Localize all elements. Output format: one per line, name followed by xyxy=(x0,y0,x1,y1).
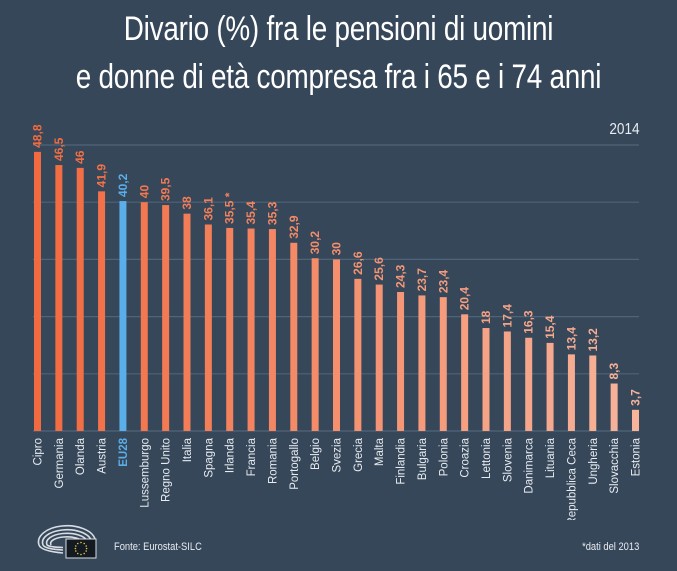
bar-finlandia xyxy=(397,292,405,431)
category-label: Danimarca xyxy=(524,437,536,493)
bar-estonia xyxy=(632,409,639,431)
category-label: Spagna xyxy=(203,437,215,477)
bar-danimarca xyxy=(525,337,533,431)
bar-slovacchia xyxy=(610,383,618,431)
data-label: 35,3 xyxy=(265,201,279,225)
data-label: 46,5 xyxy=(52,137,66,161)
category-label: Portogallo xyxy=(289,438,301,490)
data-label: 24,3 xyxy=(394,264,408,288)
bar-bulgaria xyxy=(418,295,426,431)
eu-stars-icon xyxy=(74,541,88,556)
category-label: Lussemburgo xyxy=(139,438,151,508)
data-label: 30,2 xyxy=(308,231,322,255)
bar-irlanda xyxy=(226,227,234,431)
data-label: 16,3 xyxy=(522,310,536,334)
category-label: Austria xyxy=(97,437,109,473)
data-label: 38 xyxy=(180,196,194,210)
data-label: 26,6 xyxy=(351,251,365,275)
data-label: 13,2 xyxy=(586,328,600,352)
data-label: 25,6 xyxy=(372,257,386,281)
data-label: 13,4 xyxy=(564,327,578,351)
data-label: 35,5 * xyxy=(223,192,237,224)
bar-slovenia xyxy=(503,331,511,431)
category-label: Belgio xyxy=(310,438,322,470)
category-label: Francia xyxy=(246,437,258,476)
bar-belgio xyxy=(311,258,319,431)
data-label: 46 xyxy=(73,150,87,164)
data-label: 39,5 xyxy=(159,177,173,201)
category-label: Lettonia xyxy=(481,437,493,479)
bar-germania xyxy=(55,165,63,431)
category-label: Grecia xyxy=(353,437,365,471)
bar-polonia xyxy=(439,297,447,431)
chart-subtitle-year: 2014 xyxy=(609,121,640,138)
bar-svezia xyxy=(333,259,340,431)
data-label: 48,8 xyxy=(31,124,45,148)
category-label: Romania xyxy=(267,437,279,484)
data-label: 20,4 xyxy=(458,287,472,311)
chart-title-line-1: Divario (%) fra le pensioni di uomini xyxy=(123,10,554,48)
category-label: Slovenia xyxy=(502,437,514,482)
category-label: Repubblica Ceca xyxy=(566,437,578,520)
bar-malta xyxy=(375,284,383,431)
category-label: Finlandia xyxy=(396,437,408,484)
bar-portogallo xyxy=(290,242,298,431)
category-label: Svezia xyxy=(332,437,344,472)
data-label: 36,1 xyxy=(201,197,215,221)
data-label: 23,7 xyxy=(415,268,429,292)
data-label: 17,4 xyxy=(500,304,514,328)
category-label: Italia xyxy=(182,437,194,462)
data-label: 30 xyxy=(330,242,344,256)
bar-lituania xyxy=(546,342,554,431)
category-label: Olanda xyxy=(75,437,87,475)
category-label: Ungheria xyxy=(588,437,600,484)
chart-title-line-2: e donne di età compresa fra i 65 e i 74 … xyxy=(75,58,602,96)
source-note: Fonte: Eurostat-SILC xyxy=(114,541,202,553)
data-label: 41,9 xyxy=(95,164,109,188)
category-label: Bulgaria xyxy=(417,437,429,480)
bar-olanda xyxy=(76,167,84,431)
bar-lettonia xyxy=(482,328,490,431)
bar-cipro xyxy=(34,151,41,431)
bar-ungheria xyxy=(589,355,597,431)
bar-regno-unito xyxy=(162,205,170,431)
bar-eu28 xyxy=(119,201,127,431)
category-label: Slovacchia xyxy=(609,437,621,493)
data-label: 18 xyxy=(479,310,493,324)
bar-romania xyxy=(268,229,276,431)
bar-chart: 48,8 Cipro 46,5 Germania 46 Olanda 41,9 Austria… xyxy=(31,124,643,520)
data-label: 15,4 xyxy=(543,315,557,339)
data-label: 3,7 xyxy=(629,389,643,406)
category-label: Croazia xyxy=(460,437,472,477)
bar-italia xyxy=(183,213,191,431)
data-label: 32,9 xyxy=(287,215,301,239)
bar-croazia xyxy=(461,314,469,431)
category-label: Lituania xyxy=(545,437,557,478)
bar-lussemburgo xyxy=(140,202,148,431)
category-label: Estonia xyxy=(631,437,643,476)
data-label: 35,4 xyxy=(244,201,258,225)
category-label: EU28 xyxy=(118,437,130,466)
bar-francia xyxy=(247,228,255,431)
bar-austria xyxy=(98,191,106,431)
european-parliament-logo xyxy=(37,524,97,559)
category-label: Malta xyxy=(374,437,386,466)
data-label: 23,4 xyxy=(436,269,450,293)
data-label: 8,3 xyxy=(607,363,621,380)
category-label: Irlanda xyxy=(225,437,237,473)
category-label: Regno Unito xyxy=(161,438,173,502)
bar-grecia xyxy=(354,278,362,431)
category-label: Polonia xyxy=(438,437,450,476)
data-label: 40,2 xyxy=(116,173,130,197)
bar-repubblica-ceca xyxy=(567,354,575,431)
category-label: Germania xyxy=(54,437,66,488)
data-label: 40 xyxy=(137,185,151,199)
bar-spagna xyxy=(204,224,212,431)
footnote: *dati del 2013 xyxy=(581,541,639,553)
category-label: Cipro xyxy=(33,438,45,465)
